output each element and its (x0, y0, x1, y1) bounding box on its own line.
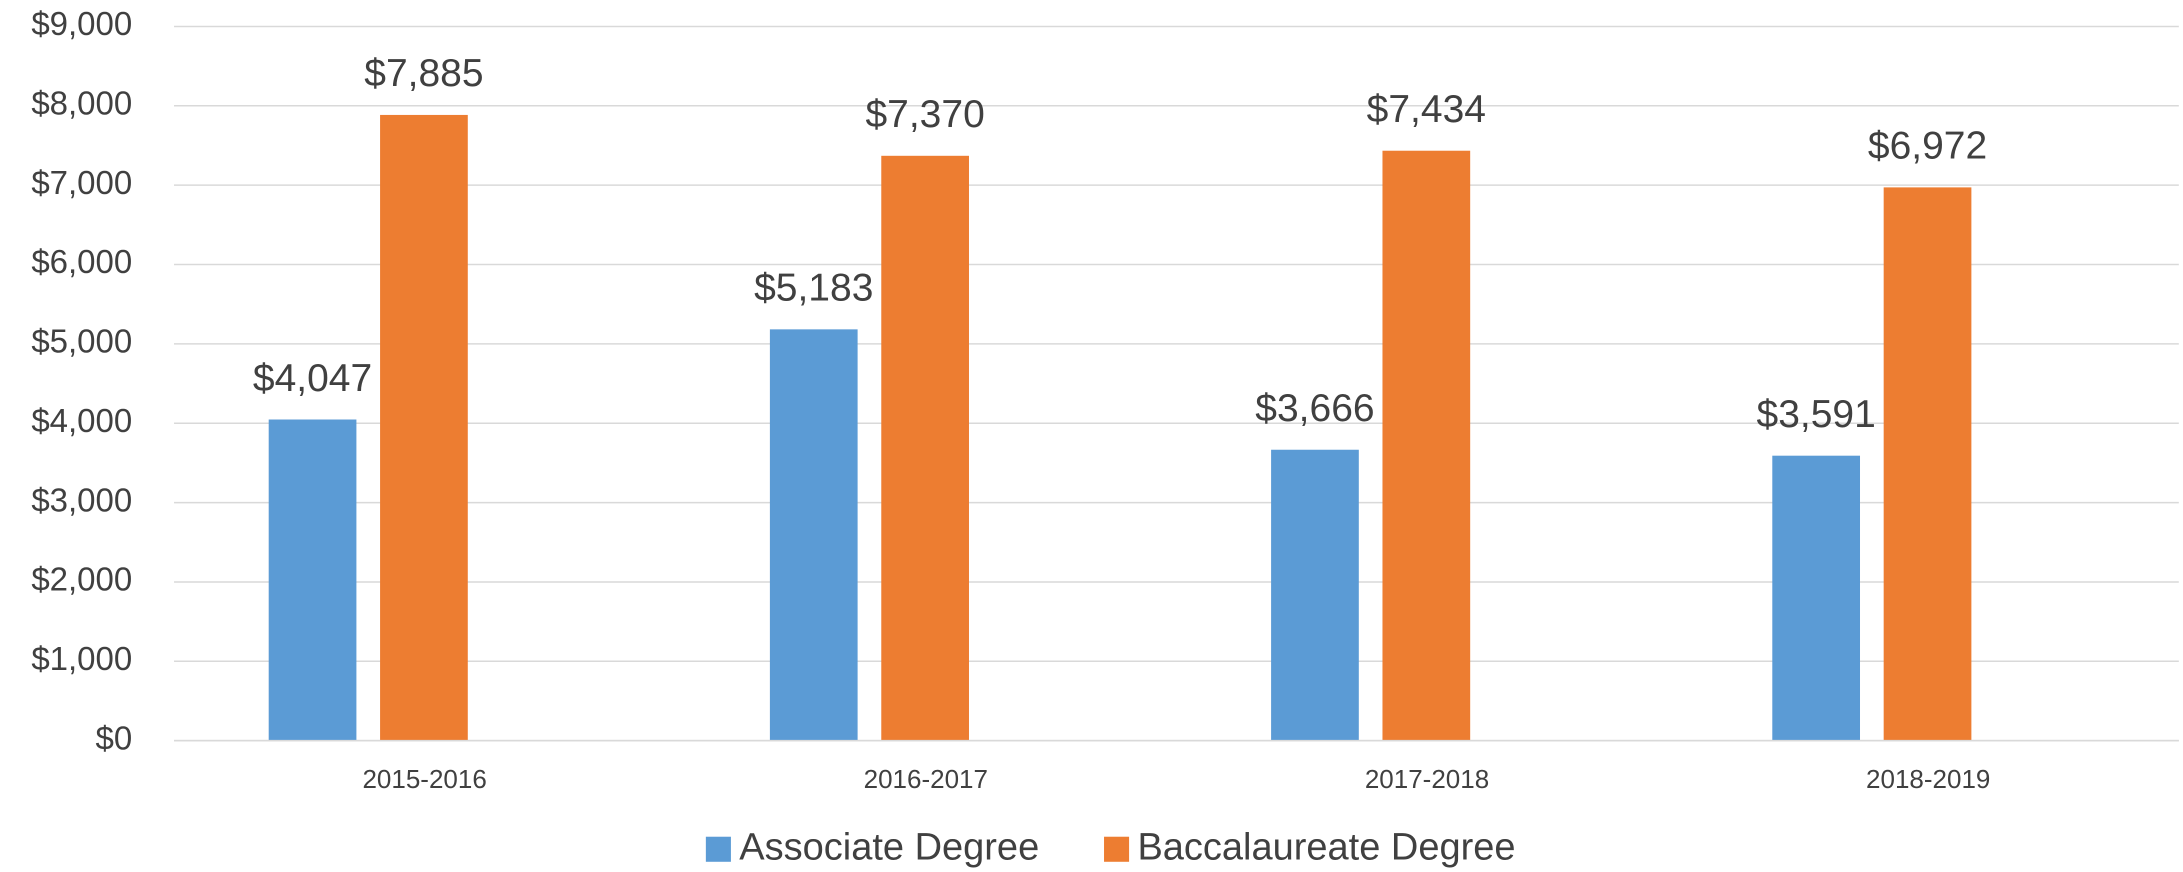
bar (1883, 187, 1972, 741)
data-label: $4,047 (253, 357, 372, 400)
data-label: $7,370 (865, 93, 984, 136)
bar (769, 329, 858, 741)
data-label: $5,183 (754, 267, 873, 310)
data-label: $7,434 (1367, 88, 1486, 131)
y-tick-label: $7,000 (31, 164, 132, 201)
y-tick-label: $8,000 (31, 85, 132, 122)
y-tick-label: $1,000 (31, 640, 132, 677)
y-tick-label: $0 (96, 719, 133, 756)
data-label: $3,666 (1255, 387, 1374, 430)
x-tick-label: 2015-2016 (362, 764, 486, 794)
y-tick-label: $3,000 (31, 481, 132, 518)
bar (1772, 455, 1861, 741)
legend-label: Baccalaureate Degree (1137, 826, 1515, 868)
y-tick-label: $9,000 (31, 5, 132, 42)
data-label: $6,972 (1868, 125, 1987, 168)
bar (1382, 150, 1471, 741)
x-tick-label: 2017-2018 (1365, 764, 1489, 794)
data-label: $3,591 (1757, 393, 1876, 436)
y-tick-label: $4,000 (31, 402, 132, 439)
legend-swatch (1104, 836, 1130, 862)
bar (380, 114, 468, 741)
y-tick-label: $2,000 (31, 561, 132, 598)
legend-swatch (705, 836, 731, 862)
legend-label: Associate Degree (739, 826, 1039, 868)
bar (881, 155, 969, 741)
bar (268, 419, 357, 741)
y-tick-label: $6,000 (31, 243, 132, 280)
bar (1271, 449, 1359, 741)
y-tick-label: $5,000 (31, 323, 132, 360)
x-tick-label: 2018-2019 (1866, 764, 1990, 794)
x-tick-label: 2016-2017 (864, 764, 988, 794)
data-label: $7,885 (364, 52, 483, 95)
